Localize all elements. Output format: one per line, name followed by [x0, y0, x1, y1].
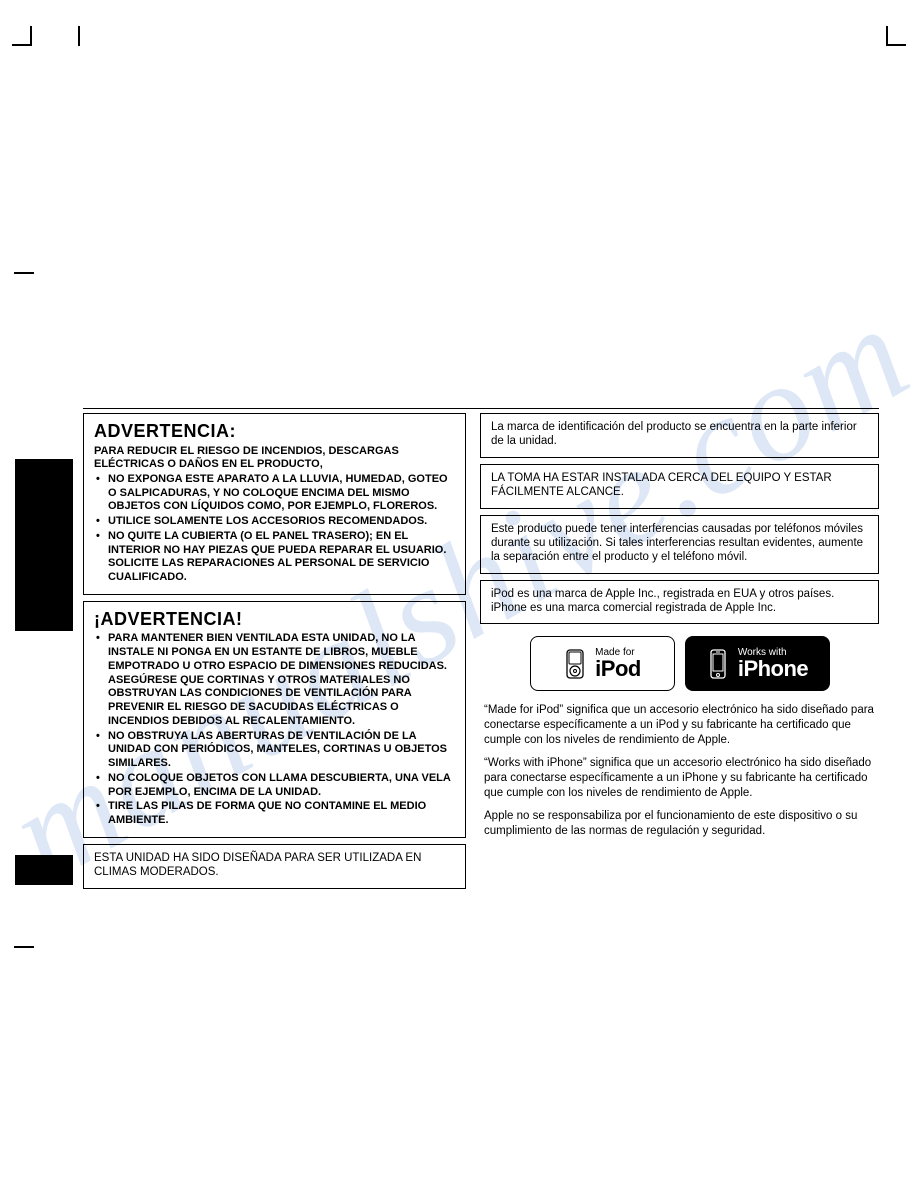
ipod-icon — [563, 646, 587, 682]
list-item: NO QUITE LA CUBIERTA (O EL PANEL TRASERO… — [94, 530, 455, 585]
top-rule — [83, 408, 879, 409]
info-box-marking: La marca de identificación del producto … — [480, 413, 879, 458]
list-item: NO OBSTRUYA LAS ABERTURAS DE VENTILACIÓN… — [94, 730, 455, 771]
warning-title: ADVERTENCIA: — [94, 420, 455, 443]
warning-box-2: ¡ADVERTENCIA! PARA MANTENER BIEN VENTILA… — [83, 601, 466, 838]
works-with-iphone-badge: Works with iPhone — [685, 636, 830, 691]
crop-mark — [12, 44, 32, 46]
crop-mark — [78, 26, 80, 46]
para-apple-disclaimer: Apple no se responsabiliza por el funcio… — [484, 809, 875, 839]
list-item: UTILICE SOLAMENTE LOS ACCESORIOS RECOMEN… — [94, 515, 455, 529]
crop-mark — [886, 44, 906, 46]
page-content: ADVERTENCIA: PARA REDUCIR EL RIESGO DE I… — [83, 408, 879, 895]
info-box-trademarks: iPod es una marca de Apple Inc., registr… — [480, 580, 879, 625]
legal-paragraphs: “Made for iPod” significa que un accesor… — [480, 703, 879, 839]
crop-mark — [886, 26, 888, 46]
info-text: LA TOMA HA ESTAR INSTALADA CERCA DEL EQU… — [491, 472, 832, 498]
right-column: La marca de identificación del producto … — [480, 413, 879, 895]
made-for-ipod-badge: Made for iPod — [530, 636, 675, 691]
crop-mark — [30, 26, 32, 46]
info-text: iPod es una marca de Apple Inc., registr… — [491, 588, 834, 614]
para-works-with-iphone: “Works with iPhone” significa que un acc… — [484, 756, 875, 801]
para-made-for-ipod: “Made for iPod” significa que un accesor… — [484, 703, 875, 748]
list-item: TIRE LAS PILAS DE FORMA QUE NO CONTAMINE… — [94, 800, 455, 828]
climate-box: ESTA UNIDAD HA SIDO DISEÑADA PARA SER UT… — [83, 844, 466, 889]
climate-text: ESTA UNIDAD HA SIDO DISEÑADA PARA SER UT… — [94, 852, 421, 878]
list-item: NO COLOQUE OBJETOS CON LLAMA DESCUBIERTA… — [94, 772, 455, 800]
list-item: NO EXPONGA ESTE APARATO A LA LLUVIA, HUM… — [94, 473, 455, 514]
side-tab — [15, 855, 73, 885]
warning-box-1: ADVERTENCIA: PARA REDUCIR EL RIESGO DE I… — [83, 413, 466, 595]
warning-list-2: PARA MANTENER BIEN VENTILADA ESTA UNIDAD… — [94, 632, 455, 828]
info-text: Este producto puede tener interferencias… — [491, 523, 863, 564]
info-text: La marca de identificación del producto … — [491, 421, 857, 447]
badges-row: Made for iPod Works with — [480, 636, 879, 691]
list-item: PARA MANTENER BIEN VENTILADA ESTA UNIDAD… — [94, 632, 455, 728]
info-box-outlet: LA TOMA HA ESTAR INSTALADA CERCA DEL EQU… — [480, 464, 879, 509]
warning-subtitle: PARA REDUCIR EL RIESGO DE INCENDIOS, DES… — [94, 445, 455, 471]
badge-big-text: iPhone — [738, 658, 808, 680]
badge-big-text: iPod — [595, 658, 641, 680]
left-column: ADVERTENCIA: PARA REDUCIR EL RIESGO DE I… — [83, 413, 466, 895]
crop-mark — [14, 272, 34, 274]
warning-title: ¡ADVERTENCIA! — [94, 608, 455, 631]
warning-list-1: NO EXPONGA ESTE APARATO A LA LLUVIA, HUM… — [94, 473, 455, 585]
side-tab — [15, 459, 73, 631]
info-box-interference: Este producto puede tener interferencias… — [480, 515, 879, 574]
crop-mark — [14, 946, 34, 948]
iphone-icon — [706, 646, 730, 682]
